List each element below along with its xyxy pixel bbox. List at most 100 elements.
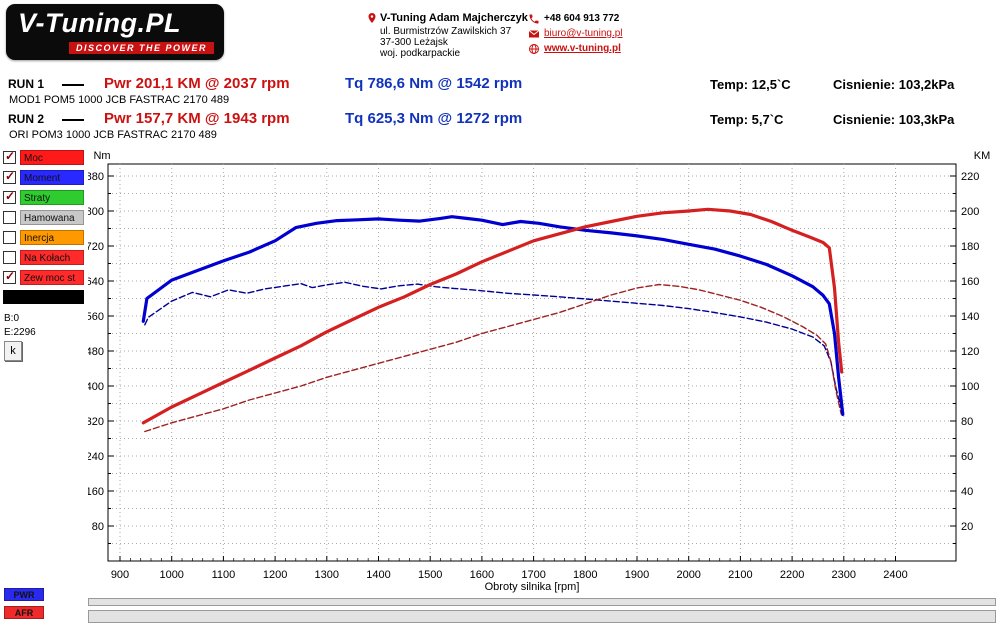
legend-item-zew-moc-st[interactable]: ✓ Zew moc st <box>3 269 87 290</box>
svg-text:2300: 2300 <box>832 569 856 581</box>
legend-label[interactable]: Moc <box>20 150 84 165</box>
svg-text:720: 720 <box>88 241 104 253</box>
b-value: B:0 <box>4 313 20 324</box>
legend-checkbox[interactable] <box>3 251 16 264</box>
check-mark-icon: ✓ <box>5 189 16 203</box>
svg-text:640: 640 <box>88 276 104 288</box>
legend-item-hamowana[interactable]: Hamowana <box>3 210 87 230</box>
legend-label[interactable]: Straty <box>20 190 84 205</box>
legend-checkbox[interactable] <box>3 231 16 244</box>
svg-text:160: 160 <box>88 486 104 498</box>
run2-description: ORI POM3 1000 JCB FASTRAC 2170 489 <box>9 129 217 141</box>
legend-checkbox[interactable]: ✓ <box>3 269 16 284</box>
contact-address-line2: 37-300 Leżajsk <box>380 37 448 48</box>
svg-text:Nm: Nm <box>93 150 110 162</box>
k-button[interactable]: k <box>4 341 22 361</box>
svg-text:880: 880 <box>88 171 104 183</box>
run2-line-sample <box>62 119 84 121</box>
afr-tag[interactable]: AFR <box>4 606 44 619</box>
svg-text:2200: 2200 <box>780 569 804 581</box>
run2-torque-value: Tq 625,3 Nm @ 1272 rpm <box>345 110 523 127</box>
legend-checkbox[interactable]: ✓ <box>3 169 16 184</box>
svg-text:80: 80 <box>961 416 973 428</box>
svg-text:1900: 1900 <box>625 569 649 581</box>
svg-text:220: 220 <box>961 171 979 183</box>
legend-item-black-box[interactable] <box>3 290 87 310</box>
svg-text:100: 100 <box>961 381 979 393</box>
svg-text:Obroty silnika [rpm]: Obroty silnika [rpm] <box>485 581 580 593</box>
svg-text:1600: 1600 <box>470 569 494 581</box>
contact-website-link[interactable]: www.v-tuning.pl <box>544 43 621 54</box>
svg-text:1700: 1700 <box>521 569 545 581</box>
legend-item-straty[interactable]: ✓ Straty <box>3 189 87 210</box>
legend-panel: ✓ Moc ✓ Moment ✓ Straty Hamowana Inercja Na Koła… <box>3 149 87 310</box>
svg-text:60: 60 <box>961 451 973 463</box>
svg-text:2100: 2100 <box>728 569 752 581</box>
logo-tagline: DISCOVER THE POWER <box>68 42 214 54</box>
series-torque-mod <box>141 215 845 416</box>
pwr-tag[interactable]: PWR <box>4 588 44 601</box>
globe-icon <box>529 44 539 54</box>
svg-text:180: 180 <box>961 241 979 253</box>
svg-text:2000: 2000 <box>676 569 700 581</box>
legend-label[interactable] <box>3 290 84 304</box>
check-mark-icon: ✓ <box>5 149 16 163</box>
location-pin-icon <box>368 13 376 23</box>
svg-text:1100: 1100 <box>212 569 236 581</box>
svg-text:KM: KM <box>974 150 991 162</box>
legend-label[interactable]: Zew moc st <box>20 270 84 285</box>
legend-item-na-kołach[interactable]: Na Kołach <box>3 250 87 270</box>
vtuning-logo: V-Tuning.PL DISCOVER THE POWER <box>6 4 224 60</box>
legend-item-inercja[interactable]: Inercja <box>3 230 87 250</box>
phone-icon <box>529 14 539 24</box>
legend-checkbox[interactable]: ✓ <box>3 149 16 164</box>
legend-label[interactable]: Moment <box>20 170 84 185</box>
email-icon <box>528 30 540 38</box>
svg-text:320: 320 <box>88 416 104 428</box>
run1-torque-value: Tq 786,6 Nm @ 1542 rpm <box>345 75 523 92</box>
e-value: E:2296 <box>4 327 36 338</box>
run1-temperature: Temp: 12,5`C <box>710 77 791 92</box>
pwr-strip <box>88 598 996 606</box>
svg-text:1300: 1300 <box>315 569 339 581</box>
svg-text:120: 120 <box>961 346 979 358</box>
svg-text:400: 400 <box>88 381 104 393</box>
svg-text:1500: 1500 <box>418 569 442 581</box>
svg-text:480: 480 <box>88 346 104 358</box>
series-torque-ori <box>144 281 842 410</box>
legend-checkbox[interactable]: ✓ <box>3 189 16 204</box>
contact-email-link[interactable]: biuro@v-tuning.pl <box>544 28 623 39</box>
svg-text:20: 20 <box>961 521 973 533</box>
afr-strip <box>88 610 996 623</box>
run1-label: RUN 1 <box>8 77 45 91</box>
svg-text:1000: 1000 <box>159 569 183 581</box>
legend-label[interactable]: Inercja <box>20 230 84 245</box>
run2-label: RUN 2 <box>8 112 45 126</box>
contact-address-line1: ul. Burmistrzów Zawilskich 37 <box>380 26 512 37</box>
svg-text:240: 240 <box>88 451 104 463</box>
check-mark-icon: ✓ <box>5 169 16 183</box>
svg-text:200: 200 <box>961 206 979 218</box>
svg-text:140: 140 <box>961 311 979 323</box>
dyno-chart: 900 1000 1100 1200 1300 1400 1500 1600 1700 1800 1… <box>88 150 991 593</box>
svg-text:800: 800 <box>88 206 104 218</box>
svg-text:160: 160 <box>961 276 979 288</box>
svg-text:40: 40 <box>961 486 973 498</box>
svg-text:560: 560 <box>88 311 104 323</box>
svg-text:900: 900 <box>111 569 129 581</box>
check-mark-icon: ✓ <box>5 269 16 283</box>
run2-temperature: Temp: 5,7`C <box>710 112 784 127</box>
series-power-mod <box>141 207 844 425</box>
contact-name: V-Tuning Adam Majcherczyk <box>380 12 528 24</box>
run1-power-value: Pwr 201,1 KM @ 2037 rpm <box>104 75 290 92</box>
legend-checkbox[interactable] <box>3 211 16 224</box>
contact-phone: +48 604 913 772 <box>544 13 620 24</box>
legend-label[interactable]: Hamowana <box>20 210 84 225</box>
legend-item-moc[interactable]: ✓ Moc <box>3 149 87 170</box>
legend-item-moment[interactable]: ✓ Moment <box>3 169 87 190</box>
svg-text:1400: 1400 <box>366 569 390 581</box>
legend-label[interactable]: Na Kołach <box>20 250 84 265</box>
svg-text:2400: 2400 <box>883 569 907 581</box>
series-power-ori <box>144 283 842 433</box>
